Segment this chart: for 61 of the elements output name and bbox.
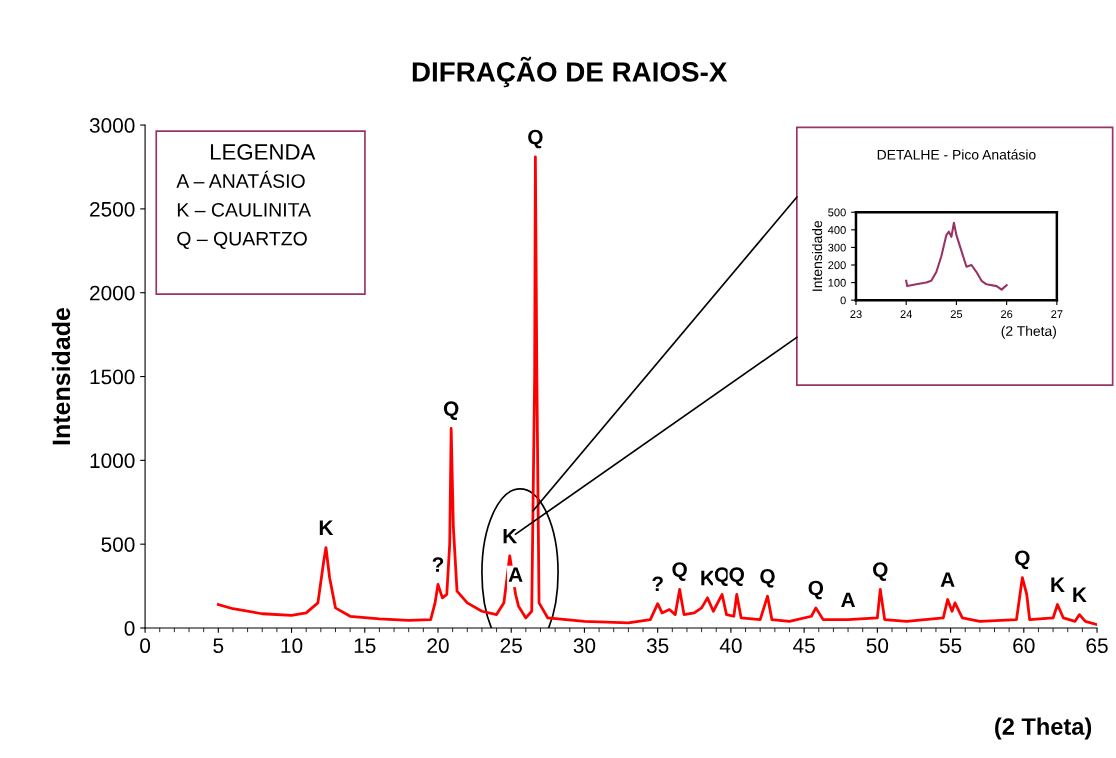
x-tick-label: 55 <box>939 638 962 654</box>
annotation: K <box>1051 577 1065 592</box>
y-tick-label: 0 <box>124 621 135 636</box>
x-tick-label: 0 <box>140 638 151 654</box>
annotation: A <box>841 592 856 607</box>
annotation: A <box>508 567 523 582</box>
annotation: K <box>1073 587 1087 602</box>
y-tick-label: 500 <box>101 537 135 552</box>
annotation: Q <box>873 562 888 581</box>
y-tick-label: 3000 <box>89 118 135 133</box>
annotation: ? <box>652 576 663 592</box>
y-tick-label: 1000 <box>90 453 135 469</box>
x-axis-title: (2 Theta) <box>1001 325 1056 339</box>
x-tick-label: 15 <box>354 638 376 654</box>
x-tick-label: 24 <box>900 310 913 318</box>
annotation: ? <box>432 557 444 572</box>
x-tick-label: 50 <box>866 638 889 654</box>
x-tick-label: 26 <box>1001 310 1013 319</box>
x-tick-label: 45 <box>793 638 815 654</box>
x-tick-label: 40 <box>719 638 742 654</box>
annotation: Q – QUARTZO <box>177 231 307 249</box>
x-tick-label: 25 <box>950 310 963 319</box>
annotation: K <box>319 520 334 535</box>
annotation: K <box>701 570 715 586</box>
y-axis-title: Intensidade <box>811 220 823 291</box>
annotation: LEGENDA <box>210 144 316 160</box>
y-tick-label: 400 <box>827 226 846 234</box>
y-tick-label: 300 <box>828 243 846 252</box>
y-axis-title: Intensidade <box>51 307 71 445</box>
x-tick-label: 25 <box>500 638 522 654</box>
x-tick-label: 65 <box>1086 638 1108 654</box>
annotation: Q <box>808 580 824 600</box>
chart-title: DIFRAÇÃO DE RAIOS-X <box>412 56 728 88</box>
annotation: K – CAULINITA <box>177 202 311 217</box>
annotation: Q <box>729 567 744 586</box>
x-tick-label: 23 <box>850 310 862 319</box>
annotation: A – ANATÁSIO <box>176 170 305 188</box>
annotation: Q <box>1015 550 1030 570</box>
annotation: Q <box>672 562 687 581</box>
x-tick-label: 27 <box>1051 310 1063 318</box>
annotation: Q <box>760 568 775 588</box>
x-tick-label: 30 <box>573 638 596 654</box>
y-tick-label: 2500 <box>90 201 135 217</box>
x-tick-label: 10 <box>281 638 303 654</box>
chart-title: DETALHE - Pico Anatásio <box>877 149 1036 160</box>
annotation: A <box>940 572 955 587</box>
y-tick-label: 200 <box>828 261 846 270</box>
line-series <box>905 221 1008 291</box>
y-tick-label: 100 <box>828 278 846 287</box>
annotation: K <box>503 528 518 544</box>
x-tick-label: 35 <box>646 638 669 654</box>
y-tick-label: 1500 <box>90 369 135 385</box>
y-tick-label: 0 <box>840 296 846 305</box>
x-tick-label: 5 <box>213 638 224 654</box>
x-axis-title: (2 Theta) <box>995 717 1092 740</box>
x-tick-label: 20 <box>427 638 449 654</box>
annotation: Q <box>528 129 543 149</box>
y-tick-label: 2000 <box>90 285 135 301</box>
y-tick-label: 500 <box>828 208 846 217</box>
annotation: Q <box>443 401 459 420</box>
x-tick-label: 60 <box>1013 638 1035 654</box>
